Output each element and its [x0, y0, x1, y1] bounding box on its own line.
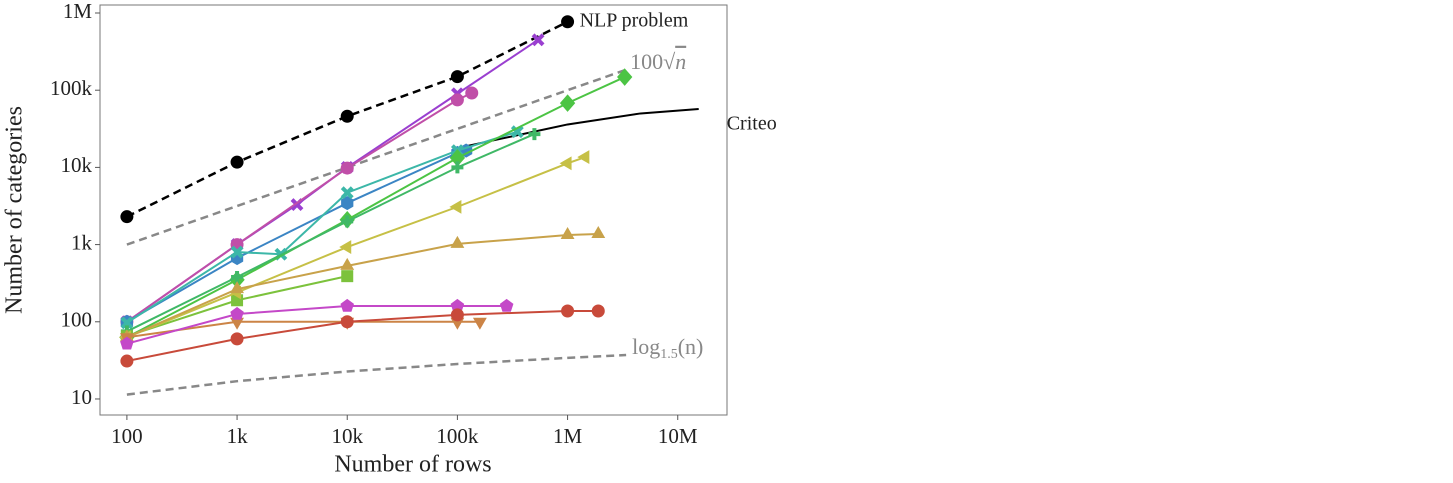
- annotation: 100√n: [630, 49, 686, 74]
- marker: [450, 93, 464, 107]
- annotation-part: (n): [678, 334, 704, 359]
- marker: [450, 235, 465, 248]
- marker: [560, 227, 575, 240]
- marker: [591, 304, 605, 318]
- marker: [230, 332, 244, 346]
- marker: [450, 70, 464, 84]
- marker: [561, 15, 575, 29]
- marker: [340, 257, 355, 270]
- x-tick-label: 10k: [331, 424, 363, 448]
- annotation: NLP problem: [580, 9, 689, 31]
- marker: [531, 33, 545, 47]
- series-line: [126, 130, 518, 324]
- marker: [120, 336, 134, 350]
- x-axis-label: Number of rows: [334, 452, 491, 478]
- marker: [340, 109, 354, 123]
- marker: [340, 161, 354, 175]
- series-line: [126, 156, 586, 339]
- marker: [510, 125, 524, 139]
- marker: [450, 308, 464, 322]
- series-line: [126, 68, 627, 246]
- series-line: [126, 353, 627, 396]
- annotation: Criteo: [727, 113, 777, 135]
- annotation-part: 1.5: [660, 347, 678, 362]
- marker: [230, 155, 244, 169]
- series-line: [126, 133, 535, 333]
- x-tick-label: 10M: [658, 424, 698, 448]
- marker: [341, 195, 354, 211]
- marker: [339, 240, 352, 254]
- series-line: [126, 309, 599, 363]
- marker: [451, 161, 464, 174]
- x-tick-label: 100: [111, 424, 143, 448]
- x-tick-label: 100k: [436, 424, 479, 448]
- marker: [341, 270, 354, 283]
- series-line: [126, 76, 626, 339]
- y-tick-label: 10k: [61, 153, 93, 177]
- marker: [230, 306, 244, 320]
- marker: [528, 128, 541, 141]
- y-tick-label: 1M: [63, 0, 93, 23]
- y-tick-label: 10: [71, 385, 92, 409]
- marker: [230, 245, 244, 259]
- marker: [449, 199, 462, 214]
- marker: [472, 317, 487, 330]
- y-tick-label: 100: [61, 308, 93, 332]
- marker: [559, 94, 576, 112]
- x-tick-label: 1M: [553, 424, 583, 448]
- marker: [499, 298, 514, 312]
- marker: [340, 298, 355, 312]
- y-axis-label: Number of categories: [2, 106, 28, 314]
- annotation: log1.5(n): [632, 334, 703, 362]
- series-line: [126, 149, 467, 323]
- series-line: [126, 233, 599, 339]
- marker: [561, 304, 575, 318]
- marker: [341, 215, 354, 228]
- annotation-part: n: [675, 49, 686, 74]
- marker: [591, 226, 606, 239]
- marker: [120, 210, 134, 224]
- marker: [465, 86, 479, 100]
- annotation-part: 100: [630, 49, 663, 74]
- series-line: [126, 20, 569, 218]
- series-line: [457, 108, 699, 150]
- marker: [559, 156, 572, 171]
- marker: [230, 317, 244, 330]
- annotation-part: √: [663, 49, 676, 74]
- x-tick-label: 1k: [227, 424, 249, 448]
- marker: [120, 354, 134, 368]
- plot-frame: [99, 4, 728, 416]
- marker: [120, 316, 134, 330]
- y-tick-label: 1k: [71, 230, 93, 254]
- marker: [231, 271, 244, 284]
- marker: [340, 315, 354, 329]
- marker: [340, 186, 354, 200]
- marker: [230, 281, 244, 294]
- marker: [577, 150, 590, 165]
- annotation-part: log: [632, 334, 660, 359]
- marker: [617, 68, 633, 86]
- y-tick-label: 100k: [50, 76, 93, 100]
